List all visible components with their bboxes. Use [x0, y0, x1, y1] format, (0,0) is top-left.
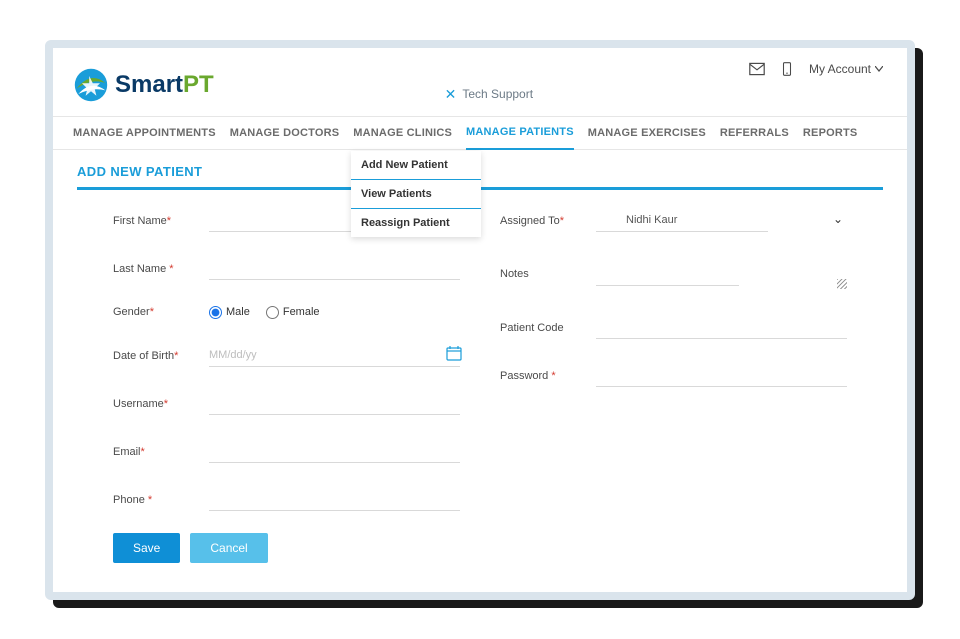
calendar-icon[interactable]: [446, 345, 462, 361]
password-field: Password *: [500, 365, 847, 387]
nav-exercises[interactable]: MANAGE EXERCISES: [588, 117, 706, 149]
username-label: Username*: [113, 398, 199, 410]
gender-label: Gender*: [113, 306, 199, 318]
my-account-label: My Account: [809, 62, 871, 76]
patient-code-input[interactable]: [596, 317, 847, 339]
notes-label: Notes: [500, 268, 586, 280]
my-account-menu[interactable]: My Account: [809, 62, 883, 76]
mail-icon[interactable]: [749, 62, 765, 76]
patient-code-field: Patient Code: [500, 317, 847, 339]
logo-pt: PT: [183, 71, 214, 98]
gender-female-option[interactable]: Female: [266, 306, 320, 319]
patient-code-label: Patient Code: [500, 322, 586, 334]
assigned-to-field: Assigned To* ⌄: [500, 210, 847, 232]
phone-input[interactable]: [209, 489, 460, 511]
email-field: Email*: [113, 441, 460, 463]
brand-logo: SmartPT: [73, 67, 214, 103]
tech-support-label: Tech Support: [462, 87, 533, 101]
dob-field: Date of Birth*: [113, 345, 460, 367]
save-button[interactable]: Save: [113, 533, 180, 563]
header: SmartPT ✕ Tech Support My Account: [53, 48, 907, 116]
last-name-field: Last Name *: [113, 258, 460, 280]
password-label: Password *: [500, 370, 586, 382]
username-field: Username*: [113, 393, 460, 415]
username-input[interactable]: [209, 393, 460, 415]
dropdown-add-patient[interactable]: Add New Patient: [351, 151, 481, 180]
gender-field: Gender* Male Female: [113, 306, 460, 319]
logo-text: SmartPT: [115, 71, 214, 99]
nav-patients[interactable]: MANAGE PATIENTS: [466, 116, 574, 150]
nav-clinics[interactable]: MANAGE CLINICS: [353, 117, 452, 149]
assigned-to-label: Assigned To*: [500, 215, 586, 227]
dropdown-reassign-patient[interactable]: Reassign Patient: [351, 209, 481, 237]
nav-appointments[interactable]: MANAGE APPOINTMENTS: [73, 117, 216, 149]
form-buttons: Save Cancel: [113, 533, 847, 563]
logo-icon: [73, 67, 109, 103]
mobile-icon[interactable]: [779, 62, 795, 76]
dropdown-view-patients[interactable]: View Patients: [351, 180, 481, 209]
tech-support-link[interactable]: ✕ Tech Support: [445, 86, 533, 103]
form-right-column: Assigned To* ⌄ Notes: [500, 210, 847, 511]
first-name-label: First Name*: [113, 215, 199, 227]
gender-male-radio[interactable]: [209, 306, 222, 319]
assigned-to-select[interactable]: [596, 210, 768, 232]
notes-input[interactable]: [596, 258, 739, 286]
dob-input[interactable]: [209, 345, 460, 367]
gender-male-option[interactable]: Male: [209, 306, 250, 319]
email-label: Email*: [113, 446, 199, 458]
notes-field: Notes: [500, 258, 847, 291]
phone-field: Phone *: [113, 489, 460, 511]
nav-doctors[interactable]: MANAGE DOCTORS: [230, 117, 340, 149]
chevron-down-icon: [875, 66, 883, 72]
last-name-label: Last Name *: [113, 263, 199, 275]
cancel-button[interactable]: Cancel: [190, 533, 267, 563]
app-frame: SmartPT ✕ Tech Support My Account MANAGE…: [45, 40, 915, 600]
dob-label: Date of Birth*: [113, 350, 199, 362]
form-left-column: First Name* Last Name * Gender* Male Fem…: [113, 210, 460, 511]
resize-grip-icon[interactable]: [837, 279, 847, 289]
chevron-down-icon: ⌄: [833, 212, 843, 226]
email-input[interactable]: [209, 441, 460, 463]
password-input[interactable]: [596, 365, 847, 387]
logo-smart: Smart: [115, 71, 183, 98]
nav-reports[interactable]: REPORTS: [803, 117, 858, 149]
last-name-input[interactable]: [209, 258, 460, 280]
nav-referrals[interactable]: REFERRALS: [720, 117, 789, 149]
patients-dropdown: Add New Patient View Patients Reassign P…: [351, 151, 481, 237]
main-nav: MANAGE APPOINTMENTS MANAGE DOCTORS MANAG…: [53, 116, 907, 150]
gender-female-radio[interactable]: [266, 306, 279, 319]
header-right: My Account: [749, 62, 883, 76]
form-panel: First Name* Last Name * Gender* Male Fem…: [77, 187, 883, 575]
phone-label: Phone *: [113, 494, 199, 506]
tools-icon: ✕: [445, 86, 457, 103]
